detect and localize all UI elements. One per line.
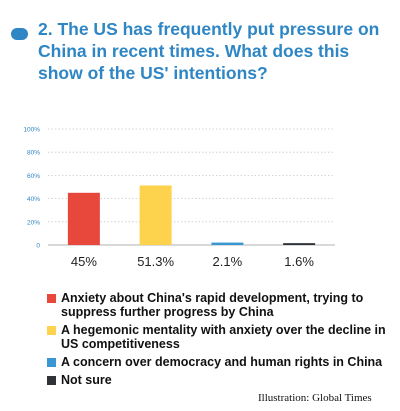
legend-label-not-sure: Not sure [61, 373, 112, 387]
value-label: 1.6% [284, 254, 314, 269]
y-axis: 0 20% 40% 60% 80% 100% [23, 127, 40, 250]
legend-swatch-red [47, 294, 56, 303]
y-tick-label: 20% [27, 219, 40, 226]
bar [211, 242, 244, 245]
y-tick-label: 0 [36, 243, 40, 250]
legend-item-not-sure: Not sure [47, 373, 387, 387]
y-tick-label: 80% [27, 150, 40, 157]
bars [67, 185, 316, 245]
legend-item-democracy: A concern over democracy and human right… [47, 355, 387, 369]
y-tick-label: 60% [27, 173, 40, 180]
bar [67, 192, 100, 245]
legend-label-anxiety: Anxiety about China's rapid development,… [61, 291, 364, 319]
question-badge-icon [11, 28, 28, 40]
bar [283, 243, 316, 245]
chart-legend: Anxiety about China's rapid development,… [47, 291, 387, 391]
legend-label-democracy: A concern over democracy and human right… [61, 355, 383, 369]
value-label: 45% [71, 254, 97, 269]
y-tick-label: 100% [23, 127, 40, 134]
legend-swatch-blue [47, 358, 56, 367]
value-label: 51.3% [137, 254, 174, 269]
illustration-credit: Illustration: Global Times [258, 392, 372, 404]
legend-swatch-dark [47, 376, 56, 385]
legend-label-hegemonic: A hegemonic mentality with anxiety over … [61, 323, 386, 351]
legend-item-hegemonic: A hegemonic mentality with anxiety over … [47, 323, 387, 351]
bar [139, 185, 172, 245]
question-title: 2. The US has frequently put pressure on… [38, 19, 380, 83]
value-label: 2.1% [213, 254, 243, 269]
legend-item-anxiety: Anxiety about China's rapid development,… [47, 291, 387, 319]
bar-chart: 0 20% 40% 60% 80% 100% 45% 51.3% 2.1% 1.6% [23, 127, 335, 269]
value-labels: 45% 51.3% 2.1% 1.6% [71, 254, 315, 269]
legend-swatch-yellow [47, 326, 56, 335]
y-tick-label: 40% [27, 196, 40, 203]
